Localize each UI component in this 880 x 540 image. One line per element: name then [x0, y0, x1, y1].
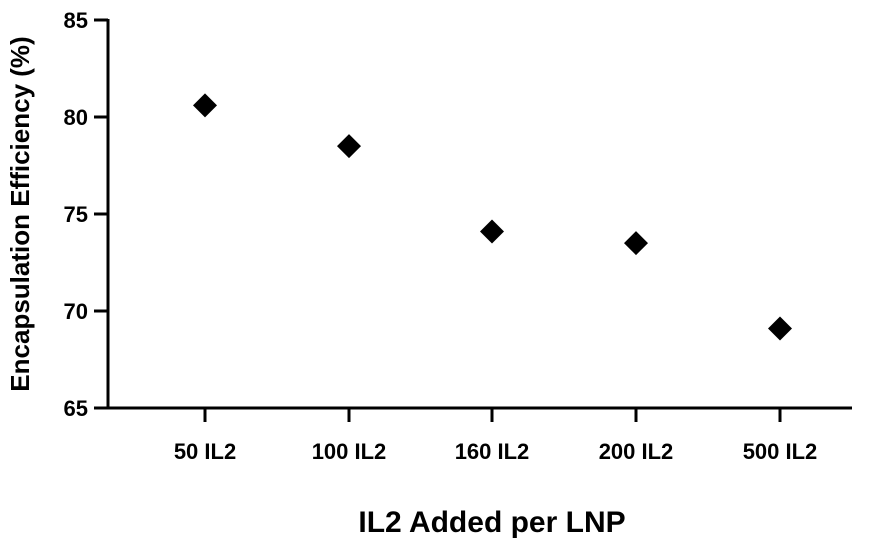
data-point [768, 316, 792, 341]
x-tick-label: 160 IL2 [455, 439, 530, 464]
x-tick-label: 100 IL2 [312, 439, 387, 464]
x-axis: 50 IL2 100 IL2 160 IL2 200 IL2 500 IL2 [107, 406, 852, 464]
y-tick-label: 85 [64, 8, 88, 33]
data-point [624, 231, 648, 256]
y-tick-label: 80 [64, 105, 88, 130]
y-axis: 65 70 75 80 85 [64, 8, 110, 421]
x-tick-label: 50 IL2 [174, 439, 236, 464]
y-tick-label: 70 [64, 299, 88, 324]
y-axis-title: Encapsulation Efficiency (%) [5, 36, 35, 391]
x-tick-label: 500 IL2 [743, 439, 818, 464]
y-tick-label: 65 [64, 396, 88, 421]
data-point [193, 93, 217, 118]
x-axis-title: IL2 Added per LNP [358, 506, 625, 539]
data-point [337, 134, 361, 159]
data-points [193, 93, 792, 341]
data-point [480, 219, 504, 244]
x-tick-label: 200 IL2 [599, 439, 674, 464]
y-tick-label: 75 [64, 202, 88, 227]
